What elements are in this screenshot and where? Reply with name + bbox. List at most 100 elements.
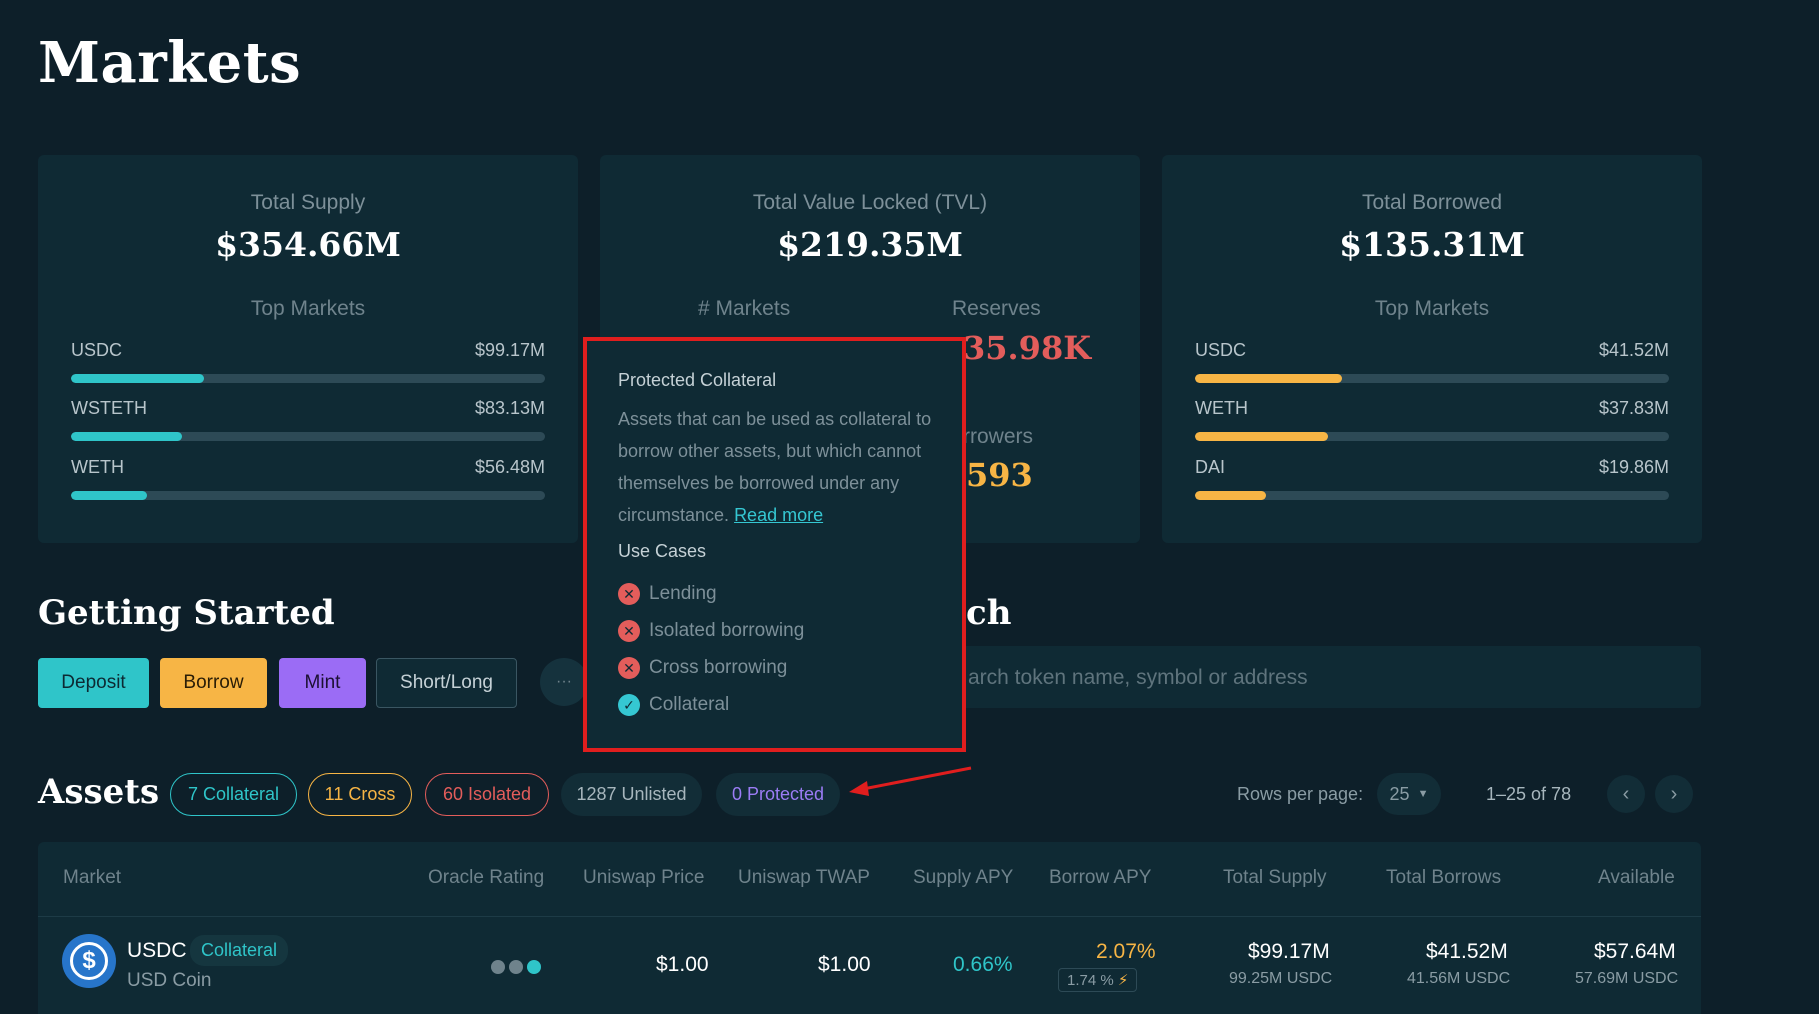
borrowers-label: rrowers bbox=[963, 425, 1034, 448]
markets-count-label: # Markets bbox=[698, 297, 791, 320]
use-case-isolated-borrowing: ✕ Isolated borrowing bbox=[618, 618, 804, 644]
market-value: $41.52M bbox=[1598, 340, 1669, 360]
uniswap-twap: $1.00 bbox=[818, 953, 871, 976]
short-long-button[interactable]: Short/Long bbox=[376, 658, 517, 708]
chevron-down-icon: ▼ bbox=[1417, 788, 1429, 800]
column-header-supply-apy[interactable]: Supply APY bbox=[913, 867, 1014, 888]
tooltip-description: Assets that can be used as collateral to… bbox=[618, 409, 932, 525]
x-circle-icon: ✕ bbox=[618, 657, 640, 679]
search-title: ch bbox=[966, 593, 1012, 633]
market-name: USDC bbox=[71, 340, 123, 360]
market-bar-track bbox=[1195, 491, 1669, 500]
use-case-label: Cross borrowing bbox=[649, 657, 788, 678]
annotation-arrow-icon bbox=[849, 766, 972, 796]
top-market-row: DAI $19.86M bbox=[1195, 457, 1669, 507]
borrow-apy-reward-value: 1.74 % bbox=[1067, 972, 1114, 989]
top-markets-label: Top Markets bbox=[250, 297, 366, 320]
search-input[interactable]: arch token name, symbol or address bbox=[920, 646, 1701, 708]
reserves-value: 35.98K bbox=[963, 329, 1092, 367]
top-market-row: WETH $56.48M bbox=[71, 457, 545, 507]
more-options-button[interactable]: ··· bbox=[540, 658, 588, 706]
use-case-label: Collateral bbox=[649, 694, 730, 715]
market-value: $56.48M bbox=[474, 457, 545, 477]
pagination-range: 1–25 of 78 bbox=[1486, 784, 1572, 804]
market-name: WETH bbox=[1195, 398, 1248, 418]
reward-icon: ⚡ bbox=[1117, 972, 1129, 989]
market-value: $83.13M bbox=[474, 398, 545, 418]
use-case-label: Isolated borrowing bbox=[649, 620, 805, 641]
column-header-market[interactable]: Market bbox=[63, 867, 122, 888]
total-supply-usd: $99.17M bbox=[1248, 940, 1330, 963]
top-market-row: WSTETH $83.13M bbox=[71, 398, 545, 448]
column-header-uniswap-price[interactable]: Uniswap Price bbox=[583, 867, 705, 888]
total-supply-card: Total Supply $354.66M Top Markets USDC $… bbox=[38, 155, 578, 543]
total-borrowed-label: Total Borrowed bbox=[1361, 191, 1503, 214]
rows-per-page-label: Rows per page: bbox=[1237, 784, 1364, 804]
market-value: $19.86M bbox=[1598, 457, 1669, 477]
use-case-label: Lending bbox=[649, 583, 717, 604]
top-market-row: USDC $41.52M bbox=[1195, 340, 1669, 390]
markets-table: Market Oracle Rating Uniswap Price Unisw… bbox=[38, 842, 1701, 1014]
deposit-button[interactable]: Deposit bbox=[38, 658, 149, 708]
header-divider bbox=[38, 916, 1701, 917]
oracle-dot bbox=[491, 960, 505, 974]
market-name: USDC bbox=[1195, 340, 1247, 360]
supply-apy: 0.66% bbox=[953, 953, 1013, 976]
market-bar-track bbox=[1195, 432, 1669, 441]
tooltip-title: Protected Collateral bbox=[618, 370, 777, 390]
oracle-dot bbox=[509, 960, 523, 974]
filter-protected-chip[interactable]: 0 Protected bbox=[716, 773, 840, 816]
market-bar-track bbox=[1195, 374, 1669, 383]
rows-per-page-value: 25 bbox=[1389, 783, 1410, 804]
total-borrowed-value: $135.31M bbox=[1339, 225, 1525, 264]
market-name: WETH bbox=[71, 457, 124, 477]
use-case-cross-borrowing: ✕ Cross borrowing bbox=[618, 655, 787, 681]
tvl-value: $219.35M bbox=[777, 225, 963, 264]
prev-page-button[interactable]: ‹ bbox=[1607, 775, 1645, 813]
filter-cross-chip[interactable]: 11 Cross bbox=[308, 773, 412, 816]
use-cases-title: Use Cases bbox=[618, 541, 707, 561]
reserves-label: Reserves bbox=[952, 297, 1041, 320]
check-circle-icon: ✓ bbox=[618, 694, 640, 716]
total-supply-value: $354.66M bbox=[215, 225, 401, 264]
top-markets-label: Top Markets bbox=[1374, 297, 1490, 320]
protected-collateral-tooltip: Protected Collateral Assets that can be … bbox=[583, 337, 966, 752]
read-more-link[interactable]: Read more bbox=[734, 505, 824, 525]
filter-collateral-chip[interactable]: 7 Collateral bbox=[170, 773, 297, 816]
top-market-row: USDC $99.17M bbox=[71, 340, 545, 390]
borrow-button[interactable]: Borrow bbox=[160, 658, 267, 708]
column-header-total-supply[interactable]: Total Supply bbox=[1223, 867, 1327, 888]
tvl-label: Total Value Locked (TVL) bbox=[752, 191, 988, 214]
market-bar-fill bbox=[1195, 432, 1328, 441]
market-bar-track bbox=[71, 432, 545, 441]
mint-button[interactable]: Mint bbox=[279, 658, 366, 708]
borrow-apy-reward: 1.74 % ⚡ bbox=[1058, 968, 1138, 992]
column-header-total-borrows[interactable]: Total Borrows bbox=[1386, 867, 1502, 888]
market-value: $37.83M bbox=[1598, 398, 1669, 418]
filter-isolated-chip[interactable]: 60 Isolated bbox=[425, 773, 549, 816]
total-supply-native: 99.25M USDC bbox=[1229, 970, 1333, 987]
asset-name: USD Coin bbox=[127, 970, 212, 991]
market-bar-track bbox=[71, 491, 545, 500]
top-market-row: WETH $37.83M bbox=[1195, 398, 1669, 448]
market-bar-fill bbox=[71, 432, 183, 441]
market-bar-fill bbox=[1195, 374, 1342, 383]
uniswap-price: $1.00 bbox=[656, 953, 709, 976]
rows-per-page-select[interactable]: 25 ▼ bbox=[1377, 773, 1441, 815]
market-bar-fill bbox=[71, 374, 204, 383]
market-bar-track bbox=[71, 374, 545, 383]
total-borrows-usd: $41.52M bbox=[1426, 940, 1508, 963]
market-name: DAI bbox=[1195, 457, 1226, 477]
borrow-apy: 2.07% bbox=[1096, 940, 1156, 963]
filter-unlisted-chip[interactable]: 1287 Unlisted bbox=[561, 773, 702, 816]
getting-started-title: Getting Started bbox=[38, 593, 335, 633]
next-page-button[interactable]: › bbox=[1655, 775, 1693, 813]
total-borrows-native: 41.56M USDC bbox=[1407, 970, 1511, 987]
column-header-uniswap-twap[interactable]: Uniswap TWAP bbox=[738, 867, 870, 888]
total-borrowed-card: Total Borrowed $135.31M Top Markets USDC… bbox=[1162, 155, 1702, 543]
available-native: 57.69M USDC bbox=[1575, 970, 1679, 987]
use-case-collateral: ✓ Collateral bbox=[618, 692, 729, 718]
column-header-borrow-apy[interactable]: Borrow APY bbox=[1049, 867, 1152, 888]
column-header-available[interactable]: Available bbox=[1598, 867, 1675, 888]
column-header-oracle-rating[interactable]: Oracle Rating bbox=[428, 867, 545, 888]
